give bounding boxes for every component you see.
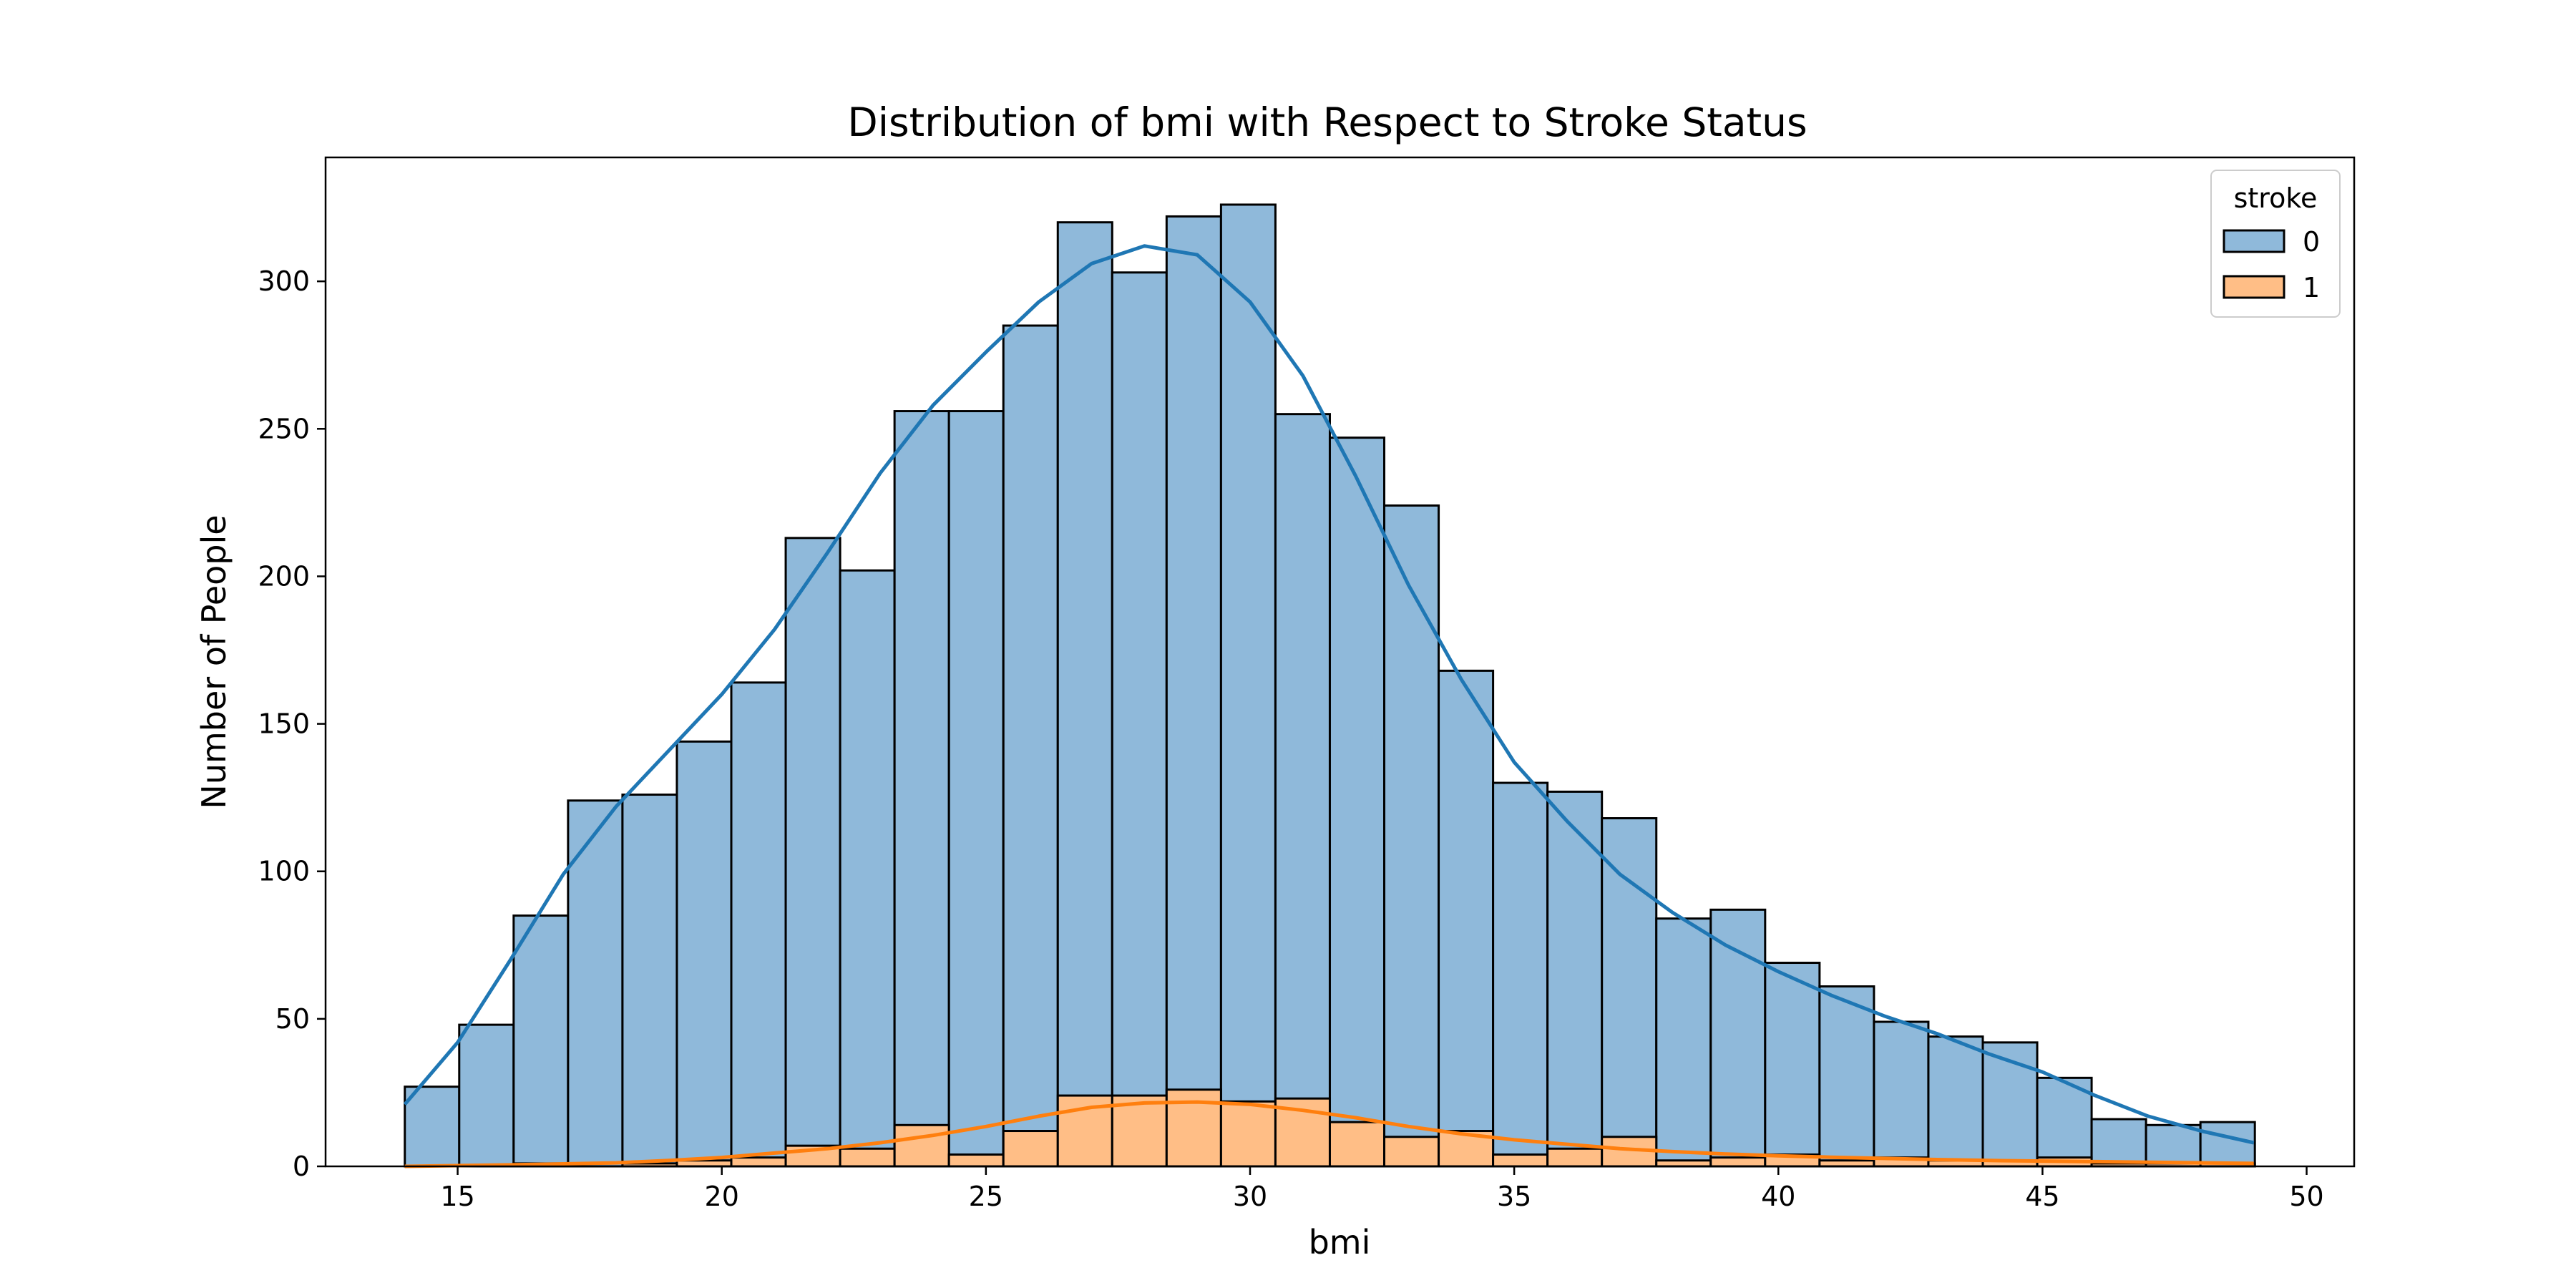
y-tick-label: 100 — [258, 856, 310, 887]
legend-title: stroke — [2234, 182, 2318, 214]
x-tick-label: 15 — [440, 1181, 474, 1212]
kde-lines — [403, 244, 2255, 1169]
bar-stroke-0 — [1601, 817, 1658, 1168]
bar-stroke-0 — [567, 799, 624, 1168]
bar-stroke-0 — [404, 1085, 461, 1168]
y-axis-label: Number of People — [195, 514, 233, 809]
bar-stroke-0 — [1655, 917, 1712, 1168]
kde-line-stroke-1 — [404, 1100, 2254, 1169]
bar-stroke-0 — [893, 410, 950, 1168]
bar-stroke-0 — [675, 740, 733, 1168]
bar-stroke-0 — [784, 537, 841, 1168]
bar-stroke-0 — [1546, 790, 1604, 1168]
bar-stroke-0 — [1709, 908, 1767, 1168]
x-tick-label: 35 — [1497, 1181, 1531, 1212]
bars — [404, 203, 2256, 1168]
x-tick-label: 20 — [705, 1181, 739, 1212]
legend-swatch-1 — [2223, 275, 2285, 299]
bar-stroke-1 — [730, 1156, 787, 1168]
bar-stroke-0 — [2199, 1121, 2256, 1168]
bar-stroke-0 — [458, 1023, 515, 1168]
legend-label-0: 0 — [2303, 226, 2320, 258]
bar-stroke-1 — [1546, 1147, 1604, 1168]
bar-stroke-1 — [1492, 1153, 1549, 1168]
bar-stroke-1 — [1219, 1100, 1277, 1168]
bar-stroke-0 — [1492, 781, 1549, 1168]
y-axis: 0 50 100 150 200 250 300 — [258, 265, 326, 1182]
x-tick-label: 25 — [969, 1181, 1003, 1212]
bar-stroke-0 — [1438, 669, 1495, 1168]
bar-stroke-0 — [1818, 985, 1875, 1168]
bar-stroke-0 — [730, 681, 787, 1168]
legend-swatch-0 — [2223, 229, 2285, 253]
bar-stroke-0 — [1873, 1020, 1930, 1168]
bar-stroke-1 — [839, 1147, 896, 1168]
bar-stroke-0 — [1165, 215, 1222, 1168]
bar-stroke-0 — [1111, 271, 1168, 1168]
x-tick-label: 45 — [2025, 1181, 2059, 1212]
bar-stroke-0 — [1764, 962, 1821, 1168]
bar-stroke-0 — [2145, 1123, 2202, 1168]
bar-stroke-1 — [1709, 1156, 1767, 1168]
bar-stroke-0 — [512, 914, 570, 1168]
bar-stroke-0 — [1219, 203, 1277, 1168]
legend: stroke 0 1 — [2210, 170, 2341, 318]
x-tick-label: 40 — [1761, 1181, 1795, 1212]
y-tick-label: 50 — [275, 1003, 310, 1035]
legend-label-1: 1 — [2303, 272, 2320, 303]
bar-stroke-0 — [1002, 324, 1059, 1168]
y-tick-label: 200 — [258, 560, 310, 592]
plot-frame — [324, 156, 2356, 1168]
chart-title: Distribution of bmi with Respect to Stro… — [847, 99, 1807, 145]
bar-stroke-0 — [1056, 221, 1113, 1168]
kde-line-stroke-0 — [403, 244, 2255, 1145]
y-tick-label: 300 — [258, 265, 310, 297]
bar-stroke-1 — [1002, 1130, 1059, 1168]
bar-stroke-1 — [1383, 1136, 1440, 1168]
bar-stroke-1 — [893, 1123, 950, 1168]
bar-stroke-0 — [839, 569, 896, 1168]
bar-stroke-0 — [1927, 1035, 1984, 1168]
bar-stroke-1 — [1111, 1094, 1168, 1168]
bar-stroke-0 — [1328, 436, 1386, 1168]
bar-stroke-0 — [2090, 1118, 2147, 1168]
bar-stroke-1 — [947, 1153, 1005, 1168]
x-axis-label: bmi — [1309, 1223, 1371, 1262]
x-tick-label: 30 — [1233, 1181, 1267, 1212]
y-tick-label: 250 — [258, 413, 310, 444]
x-axis: 15 20 25 30 35 40 45 50 — [440, 1166, 2324, 1212]
x-tick-label: 50 — [2289, 1181, 2323, 1212]
y-tick-label: 150 — [258, 708, 310, 740]
bar-stroke-0 — [621, 794, 678, 1168]
y-tick-label: 0 — [293, 1151, 310, 1182]
bar-stroke-0 — [947, 410, 1005, 1168]
bar-stroke-0 — [1274, 413, 1331, 1168]
bar-stroke-0 — [1383, 504, 1440, 1168]
bar-stroke-1 — [1328, 1121, 1386, 1168]
